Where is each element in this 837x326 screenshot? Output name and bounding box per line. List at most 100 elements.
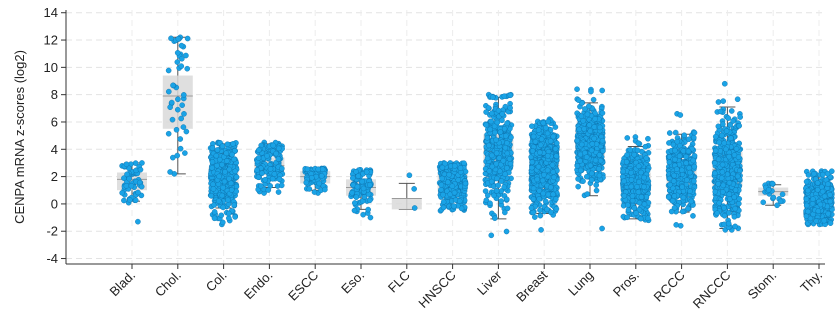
data-point: [582, 106, 588, 112]
data-point: [599, 225, 605, 232]
data-point: [544, 206, 550, 213]
y-axis-title: CENPA mRNA z-scores (log2): [12, 50, 27, 224]
data-point: [411, 205, 418, 211]
data-point: [635, 189, 642, 195]
data-point: [210, 186, 217, 192]
data-point: [638, 194, 645, 200]
data-point: [488, 232, 495, 239]
data-point: [490, 183, 497, 190]
data-point: [550, 191, 556, 198]
data-point: [271, 171, 278, 177]
data-point: [139, 160, 145, 166]
data-point: [624, 202, 631, 208]
data-point: [550, 169, 556, 175]
data-point: [599, 110, 606, 116]
data-point: [596, 172, 603, 179]
data-point: [681, 132, 688, 138]
data-point: [504, 205, 511, 212]
x-tick-label-flc: FLC: [385, 268, 413, 296]
data-point: [665, 194, 672, 200]
data-point: [673, 222, 680, 228]
data-point: [666, 130, 673, 136]
data-point: [439, 164, 446, 171]
data-point: [584, 191, 591, 197]
data-point: [625, 207, 632, 213]
data-point: [576, 126, 582, 133]
y-tick-label: 12: [44, 33, 58, 48]
data-point: [270, 142, 276, 149]
data-point: [597, 124, 603, 131]
data-point: [634, 184, 640, 190]
data-point: [226, 215, 232, 221]
data-point: [680, 194, 687, 201]
data-point: [318, 173, 325, 179]
data-point: [677, 222, 684, 229]
data-point: [366, 197, 373, 204]
data-point: [827, 220, 834, 226]
data-point: [365, 206, 371, 213]
data-point: [737, 114, 743, 120]
data-point: [489, 152, 495, 159]
data-point: [181, 111, 187, 117]
data-point: [574, 137, 581, 144]
data-point: [184, 35, 191, 42]
data-point: [574, 163, 581, 169]
data-point: [230, 141, 236, 147]
data-point: [438, 186, 444, 193]
data-point: [538, 136, 545, 142]
data-point: [489, 94, 496, 101]
data-point: [541, 172, 547, 178]
data-point: [223, 150, 230, 157]
data-point: [177, 136, 184, 142]
data-point: [221, 178, 228, 185]
data-point: [666, 175, 673, 182]
data-point: [262, 176, 269, 183]
data-point: [540, 120, 547, 126]
data-point: [817, 201, 824, 208]
data-point: [725, 220, 732, 227]
data-point: [666, 159, 673, 166]
data-point: [167, 104, 173, 111]
data-point: [679, 184, 685, 190]
x-tick-label-rccc: RCCC: [651, 268, 688, 305]
x-tick-label-endo: Endo.: [241, 268, 276, 303]
data-point: [530, 133, 537, 140]
data-point: [550, 133, 557, 140]
data-point: [683, 160, 690, 166]
data-point: [549, 162, 556, 168]
data-point: [135, 189, 141, 196]
data-point: [637, 215, 644, 222]
data-point: [462, 180, 469, 187]
data-point: [543, 125, 549, 131]
data-point: [135, 218, 141, 225]
data-point: [174, 59, 181, 65]
data-point: [502, 144, 509, 151]
data-point: [719, 161, 726, 168]
data-point: [537, 212, 544, 219]
data-point: [488, 178, 495, 185]
data-point: [493, 188, 500, 194]
data-point: [265, 187, 272, 193]
data-point: [304, 166, 311, 172]
data-point: [484, 192, 491, 199]
data-point: [229, 151, 235, 158]
data-point: [275, 145, 282, 152]
data-point: [828, 168, 835, 175]
data-point: [631, 205, 638, 211]
data-point: [226, 210, 232, 217]
data-point: [123, 161, 130, 168]
data-point: [581, 126, 587, 132]
data-point: [258, 183, 264, 189]
data-point: [483, 122, 489, 128]
data-point: [232, 214, 238, 220]
data-point: [507, 92, 514, 99]
data-point: [547, 184, 554, 191]
data-point: [457, 165, 464, 171]
y-tick-label: 2: [51, 169, 58, 184]
data-point: [544, 130, 551, 137]
data-point: [726, 179, 733, 186]
data-point: [690, 213, 696, 219]
data-point: [487, 126, 493, 133]
data-point: [721, 80, 728, 87]
data-point: [224, 141, 231, 148]
